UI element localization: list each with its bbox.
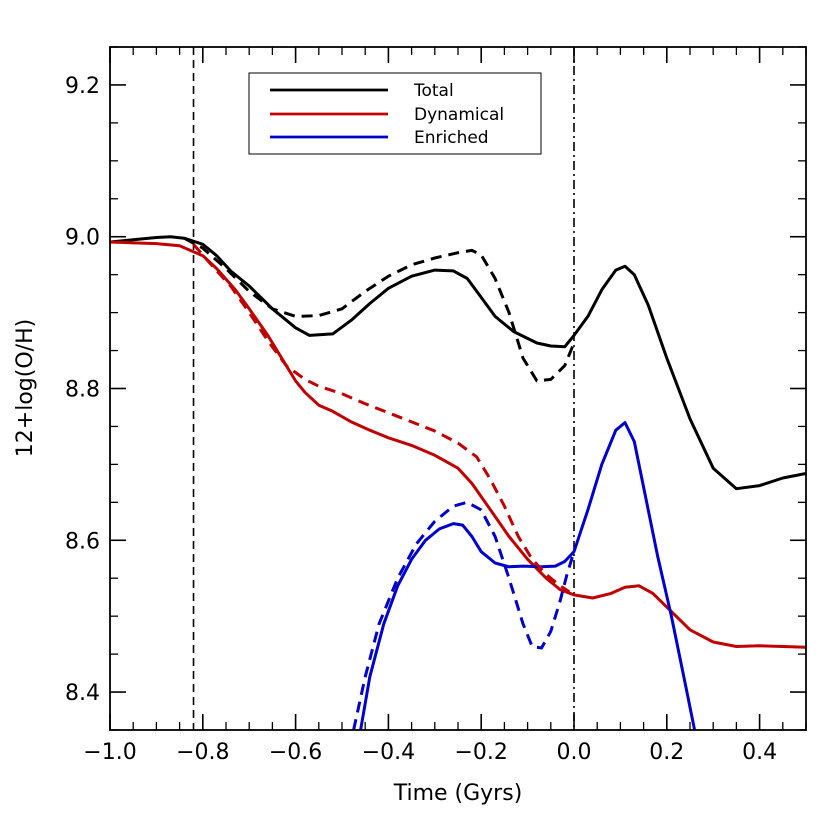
x-tick-label-2: −0.6: [269, 740, 322, 765]
x-tick-label-5: 0.0: [557, 740, 592, 765]
x-tick-label-7: 0.4: [742, 740, 777, 765]
x-tick-label-6: 0.2: [649, 740, 684, 765]
series-4-dashed-line: [192, 243, 571, 594]
total-solid-line: [110, 235, 806, 491]
x-tick-label-4: −0.2: [454, 740, 507, 765]
reference-lines: [192, 47, 575, 730]
y-tick-label-2: 8.8: [65, 378, 100, 403]
y-tick-label-3: 9.0: [65, 226, 100, 251]
enriched-solid-line: [359, 421, 697, 730]
x-tick-labels: −1.0 −0.8 −0.6 −0.4 −0.2 0.0 0.2 0.4: [83, 740, 777, 765]
legend: Total Dynamical Enriched: [248, 72, 542, 155]
ticks-layer: [109, 46, 807, 731]
x-axis-label: Time (Gyrs): [393, 781, 523, 806]
series-3-dashed-line: [183, 236, 576, 383]
legend-label-enriched: Enriched: [414, 128, 489, 148]
series-layer: [110, 235, 806, 730]
y-tick-label-1: 8.6: [65, 529, 100, 554]
x-tick-label-0: −1.0: [83, 740, 136, 765]
y-tick-label-4: 9.2: [65, 74, 100, 99]
x-tick-label-3: −0.4: [362, 740, 415, 765]
x-tick-label-1: −0.8: [176, 740, 229, 765]
series-5-dashed-line: [352, 500, 576, 730]
dynamical-solid-line: [110, 240, 806, 649]
y-tick-label-0: 8.4: [65, 681, 100, 706]
y-axis-label: 12+log(O/H): [13, 319, 38, 457]
legend-label-total: Total: [413, 81, 454, 101]
y-tick-labels: 8.4 8.6 8.8 9.0 9.2: [65, 74, 100, 706]
legend-label-dynamical: Dynamical: [414, 105, 504, 125]
